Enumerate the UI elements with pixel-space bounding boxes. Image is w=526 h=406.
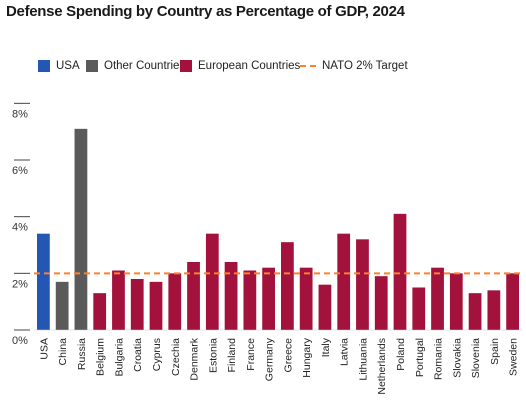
y-tick-label: 6% [12, 165, 28, 177]
bar-latvia [337, 233, 351, 330]
x-tick-label: Denmark [189, 337, 201, 380]
x-tick-label: Finland [226, 338, 238, 373]
x-tick-label: Cyprus [151, 338, 163, 371]
bar-hungary [299, 267, 313, 330]
x-tick-label: Sweden [508, 338, 520, 376]
x-tick-label: USA [38, 338, 50, 360]
x-tick-label: Portugal [414, 338, 426, 377]
legend-label-usa: USA [56, 60, 80, 72]
bar-sweden [506, 273, 519, 330]
legend-item-other-countries: Other Countries [86, 58, 185, 74]
x-tick-label: Italy [320, 337, 332, 357]
legend-item-nato-target: NATO 2% Target [300, 58, 408, 74]
x-tick-label: Poland [395, 338, 407, 371]
x-tick-label: Spain [489, 338, 501, 365]
bar-russia [74, 128, 88, 330]
x-tick-label: Croatia [132, 338, 144, 372]
y-tick-label: 4% [12, 222, 28, 234]
bar-france [243, 270, 257, 330]
x-tick-label: Slovakia [451, 338, 463, 378]
bar-poland [393, 213, 407, 330]
legend-label-european-countries: European Countries [198, 60, 301, 72]
bar-lithuania [356, 239, 369, 330]
bar-italy [318, 284, 332, 330]
y-tick-label: 2% [12, 278, 28, 290]
bar-germany [262, 267, 275, 330]
x-tick-label: Belgium [95, 338, 107, 376]
y-tick-label: 0% [12, 335, 28, 347]
bar-spain [487, 290, 501, 330]
bar-netherlands [374, 276, 388, 330]
bar-slovakia [449, 273, 463, 330]
legend-swatch-nato-target [300, 65, 316, 67]
x-tick-label: China [57, 338, 69, 366]
x-tick-label: Romania [433, 338, 445, 380]
x-tick-label: Greece [282, 338, 294, 373]
bar-cyprus [149, 281, 163, 330]
legend-label-nato-target: NATO 2% Target [322, 60, 408, 72]
bar-usa [37, 233, 50, 330]
x-tick-label: Estonia [207, 338, 219, 373]
x-tick-label: Hungary [301, 337, 313, 377]
x-tick-label: Slovenia [470, 338, 482, 378]
legend-swatch-other-countries [86, 60, 98, 72]
bar-denmark [187, 262, 200, 330]
bar-greece [281, 242, 294, 330]
legend-item-european-countries: European Countries [180, 58, 300, 74]
bar-china [55, 281, 69, 330]
bar-czechia [168, 273, 182, 330]
bar-estonia [205, 233, 219, 330]
legend-label-other-countries: Other Countries [104, 60, 186, 72]
bar-croatia [130, 279, 144, 330]
bar-belgium [93, 293, 107, 330]
x-tick-label: Czechia [170, 338, 182, 376]
legend-swatch-european-countries [180, 60, 192, 72]
x-tick-label: France [245, 338, 257, 371]
legend-swatch-usa [38, 60, 50, 72]
legend-item-usa: USA [38, 58, 80, 74]
x-tick-label: Bulgaria [113, 338, 125, 377]
y-tick-label: 8% [12, 108, 28, 120]
x-tick-label: Lithuania [357, 338, 369, 381]
bar-bulgaria [112, 270, 125, 330]
bar-finland [224, 262, 238, 330]
x-tick-label: Germany [264, 337, 276, 381]
bar-romania [431, 267, 444, 330]
x-tick-label: Russia [76, 338, 88, 370]
x-tick-label: Latvia [339, 338, 351, 366]
bar-portugal [412, 287, 426, 330]
x-tick-label: Netherlands [376, 338, 388, 395]
bar-slovenia [468, 293, 482, 330]
chart-title: Defense Spending by Country as Percentag… [6, 3, 405, 20]
